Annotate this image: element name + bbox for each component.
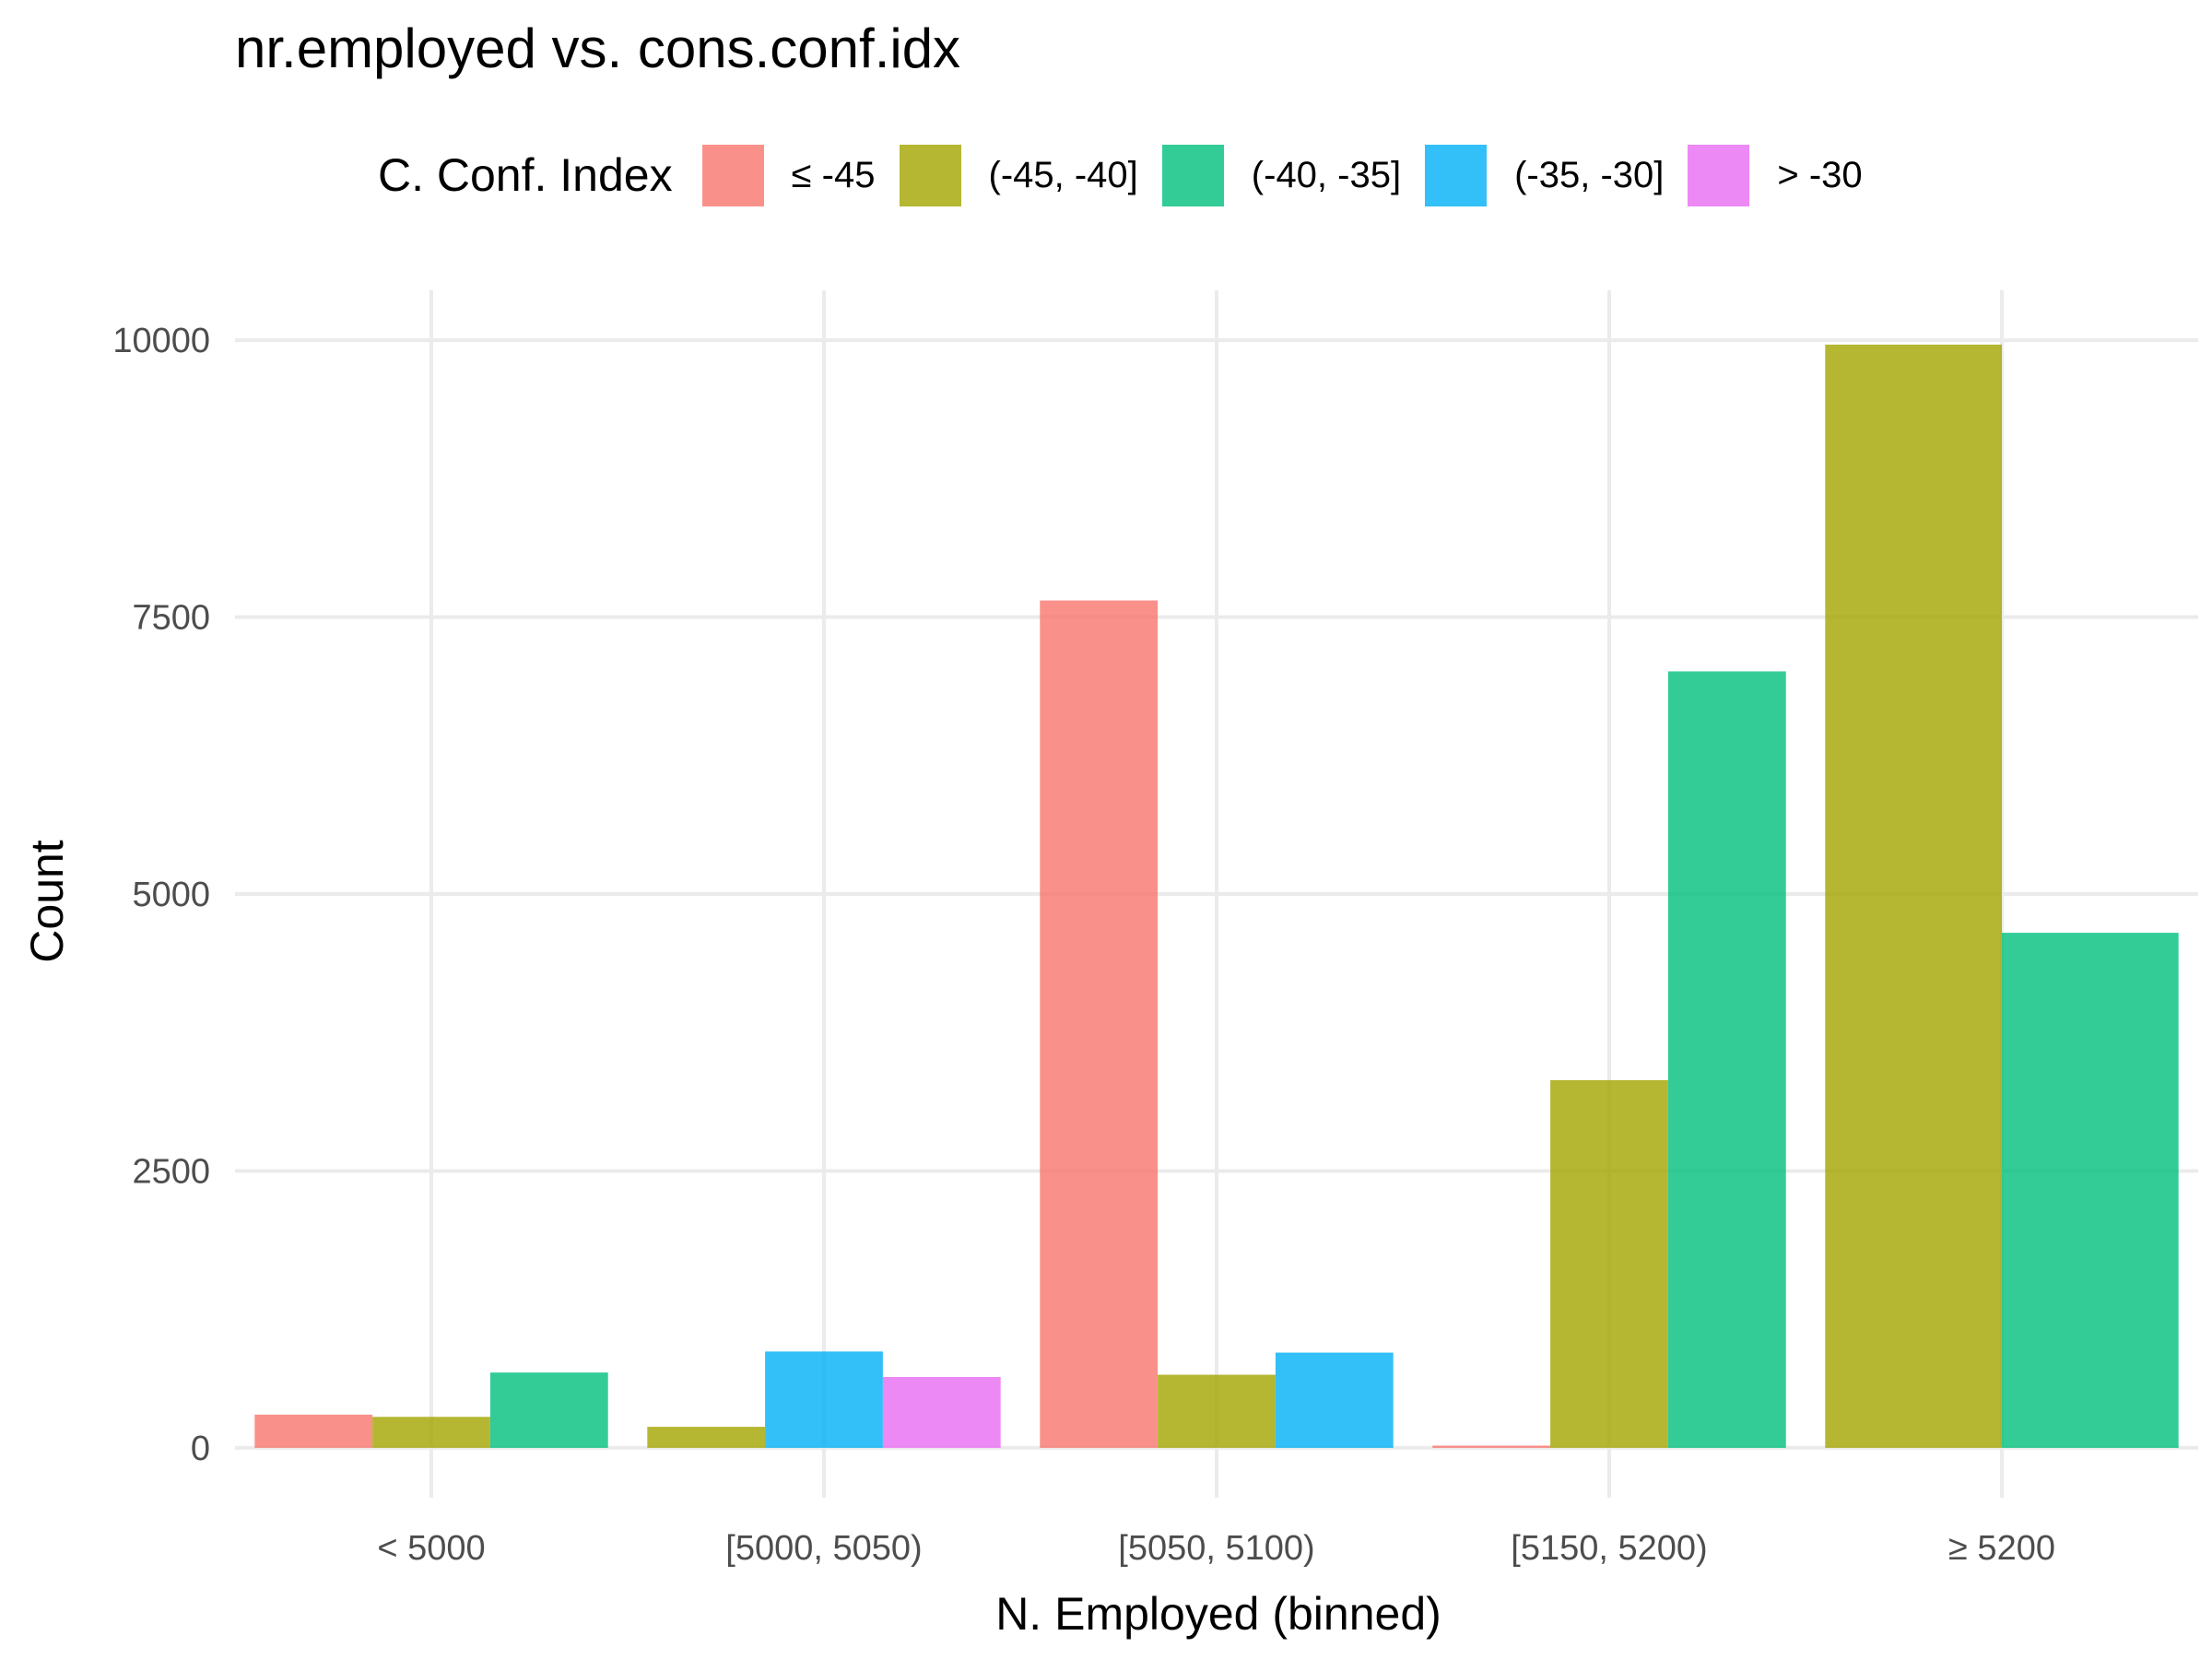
bar-cat4-series1 (1432, 1445, 1551, 1448)
bar-cat1-series2 (372, 1417, 490, 1448)
legend-key-1 (701, 144, 764, 206)
y-tick-label-1: 0 (191, 1430, 210, 1468)
y-tick-label-5: 10000 (112, 322, 210, 360)
legend-key-3 (1161, 144, 1224, 206)
bar-cat5-series3 (2002, 933, 2179, 1448)
x-tick-label-3: [5050, 5100) (1118, 1529, 1314, 1568)
legend-item-2: (-45, -40] (899, 144, 1138, 206)
x-tick-label-4: [5150, 5200) (1511, 1529, 1707, 1568)
x-tick-label-1: < 5000 (377, 1529, 485, 1568)
bar-cat4-series3 (1667, 671, 1786, 1448)
legend-item-3: (-40, -35] (1161, 144, 1402, 206)
bar-layer (254, 344, 2179, 1448)
legend-label-1: ≤ -45 (791, 154, 876, 195)
tick-layer: 0 2500 5000 7500 10000 < 5000 [5000, 5050) [505… (112, 322, 2055, 1568)
bar-cat3-series2 (1158, 1374, 1276, 1448)
legend-title: C. Conf. Index (378, 149, 673, 201)
y-tick-label-3: 5000 (132, 876, 210, 914)
legend-label-3: (-40, -35] (1251, 154, 1402, 195)
x-tick-label-2: [5000, 5050) (725, 1529, 922, 1568)
legend-key-5 (1688, 144, 1750, 206)
bar-cat1-series1 (254, 1414, 373, 1448)
x-axis-title: N. Employed (binned) (995, 1588, 1441, 1640)
bar-cat3-series1 (1040, 600, 1159, 1448)
bar-cat2-series5 (882, 1377, 1001, 1448)
bar-cat1-series3 (489, 1372, 608, 1448)
legend-label-2: (-45, -40] (988, 154, 1138, 195)
x-tick-label-5: ≥ 5200 (1948, 1529, 2055, 1568)
bar-cat5-series2 (1825, 344, 2002, 1448)
legend-label-4: (-35, -30] (1514, 154, 1665, 195)
legend-key-4 (1425, 144, 1488, 206)
bar-cat4-series2 (1550, 1079, 1668, 1448)
legend-item-5: > -30 (1688, 144, 1863, 206)
bar-cat2-series4 (765, 1351, 883, 1448)
legend-item-4: (-35, -30] (1425, 144, 1665, 206)
legend-label-5: > -30 (1777, 154, 1863, 195)
legend-item-1: ≤ -45 (701, 144, 876, 206)
legend-key-2 (899, 144, 961, 206)
bar-cat3-series4 (1275, 1352, 1394, 1448)
y-axis-title: Count (21, 840, 73, 963)
y-tick-label-2: 2500 (132, 1152, 210, 1191)
y-tick-label-4: 7500 (132, 599, 210, 638)
chart-title: nr.employed vs. cons.conf.idx (235, 18, 961, 79)
bar-cat2-series2 (647, 1427, 766, 1448)
legend: C. Conf. Index ≤ -45 (-45, -40] (-40, -3… (378, 138, 1887, 212)
